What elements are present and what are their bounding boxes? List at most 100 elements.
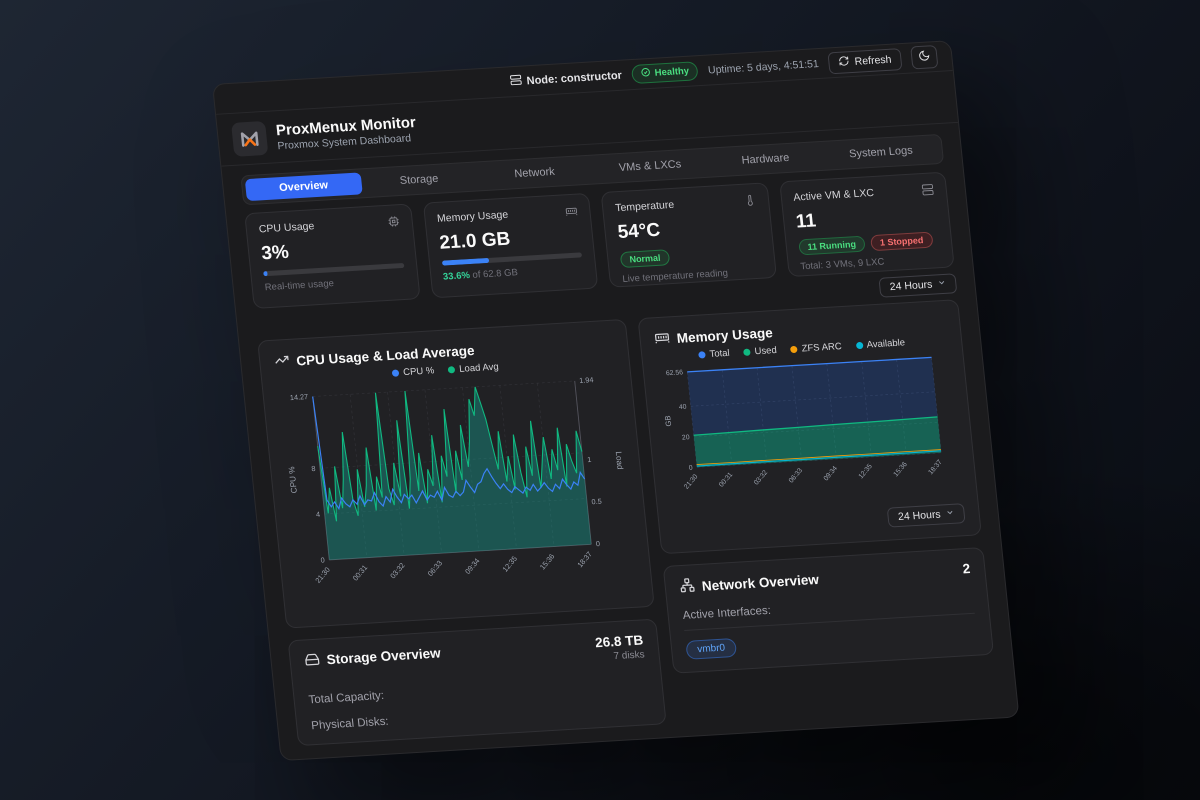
trending-up-icon: [273, 352, 290, 371]
svg-text:09:34: 09:34: [463, 556, 482, 576]
cpu-card-label: CPU Usage: [258, 220, 315, 236]
main-content: Overview Storage Network VMs & LXCs Hard…: [221, 123, 1017, 747]
svg-text:0: 0: [689, 465, 694, 472]
tab-hardware[interactable]: Hardware: [707, 145, 825, 174]
dashboard-window: Node: constructor Healthy Uptime: 5 days…: [212, 40, 1020, 762]
health-label: Healthy: [654, 65, 690, 79]
network-count-value: 2: [961, 561, 971, 577]
svg-text:00:31: 00:31: [718, 471, 734, 489]
vms-count-value: 11: [794, 210, 818, 233]
network-interfaces-label: Active Interfaces:: [682, 605, 772, 623]
server-icon: [509, 74, 522, 90]
memory-value: 21.0 GB: [438, 228, 512, 254]
svg-text:18:37: 18:37: [927, 459, 943, 477]
svg-text:Load: Load: [614, 451, 625, 470]
temperature-value: 54°C: [616, 219, 662, 244]
memory-chart-canvas: 0 20 40 62.56 21:30 00:31 03:32 06:33 09:34 12:35…: [663, 356, 944, 491]
vms-stopped-badge: 1 Stopped: [870, 231, 934, 252]
right-column: Memory Usage Total Used ZFS ARC Availabl…: [637, 299, 995, 674]
stat-cards-row: CPU Usage 3% Real-time usage Memory Usag…: [244, 171, 955, 309]
svg-text:18:37: 18:37: [575, 550, 594, 570]
cpu-sub-label: Real-time usage: [264, 278, 335, 294]
vms-card-label: Active VM & LXC: [792, 186, 875, 204]
svg-text:0: 0: [595, 539, 600, 548]
tab-network[interactable]: Network: [476, 159, 594, 188]
svg-text:4: 4: [316, 510, 321, 519]
app-header: ProxMenux Monitor Proxmox System Dashboa…: [216, 71, 959, 167]
svg-text:0.5: 0.5: [591, 497, 602, 507]
legend-dot: [698, 351, 706, 359]
cpu-usage-card: CPU Usage 3% Real-time usage: [244, 203, 421, 309]
time-range-select[interactable]: 24 Hours: [878, 273, 958, 298]
temperature-sub-label: Live temperature reading: [621, 267, 729, 285]
tab-system-logs[interactable]: System Logs: [822, 138, 940, 167]
vms-running-badge: 11 Running: [797, 235, 866, 256]
svg-text:06:33: 06:33: [426, 559, 445, 579]
legend-item-total[interactable]: Total: [698, 348, 730, 361]
legend-dot: [743, 348, 751, 356]
svg-text:0: 0: [320, 555, 325, 564]
network-overview-card: Network Overview 2 Active Interfaces: vm…: [662, 547, 995, 674]
svg-text:21:30: 21:30: [683, 473, 699, 491]
memory-chart-title: Memory Usage: [675, 324, 774, 346]
storage-overview-card: Storage Overview 26.8 TB 7 disks Total C…: [287, 618, 667, 746]
svg-text:GB: GB: [663, 415, 673, 427]
refresh-button[interactable]: Refresh: [827, 47, 903, 74]
temperature-status-badge: Normal: [619, 249, 671, 269]
storage-disks-value: 7 disks: [612, 649, 646, 663]
svg-text:62.56: 62.56: [666, 369, 684, 377]
legend-dot: [447, 366, 456, 374]
tab-overview[interactable]: Overview: [244, 172, 363, 202]
svg-text:12:35: 12:35: [500, 554, 519, 574]
tab-vms-lxcs[interactable]: VMs & LXCs: [591, 152, 709, 181]
storage-row-total-capacity: Total Capacity:: [308, 689, 385, 707]
svg-text:12:35: 12:35: [858, 463, 874, 481]
svg-text:21:30: 21:30: [313, 565, 332, 585]
memory-icon: [654, 329, 671, 348]
svg-text:20: 20: [682, 434, 690, 441]
memory-icon: [565, 205, 578, 221]
interface-badge: vmbr0: [685, 638, 738, 661]
legend-dot: [790, 345, 799, 354]
legend-dot: [391, 369, 400, 377]
uptime-label: Uptime: 5 days, 4:51:51: [707, 57, 820, 77]
svg-text:1.94: 1.94: [579, 375, 594, 385]
cpu-load-chart-canvas: 0 4 8 14.27 0 0.5 1 1.94 21:30 00:31 03:32 06:33 09:…: [287, 375, 625, 585]
storage-row-physical-disks: Physical Disks:: [310, 715, 390, 733]
moon-icon: [918, 49, 931, 65]
memory-sub-label: 33.6% of 62.8 GB: [442, 267, 519, 283]
theme-toggle-button[interactable]: [910, 44, 939, 70]
svg-text:1: 1: [587, 455, 592, 464]
temperature-card: Temperature 54°C Normal Live temperature…: [600, 182, 777, 288]
legend-dot: [855, 341, 864, 350]
server-stack-icon: [921, 183, 934, 199]
svg-text:15:36: 15:36: [893, 461, 909, 479]
memory-usage-card: Memory Usage 21.0 GB 33.6% of 62.8 GB: [422, 192, 599, 299]
app-titles: ProxMenux Monitor Proxmox System Dashboa…: [275, 114, 418, 152]
memory-card-label: Memory Usage: [436, 208, 509, 225]
svg-text:03:32: 03:32: [388, 561, 407, 581]
thermometer-icon: [743, 194, 756, 210]
status-bar: Node: constructor Healthy Uptime: 5 days…: [213, 41, 953, 115]
storage-total-value: 26.8 TB: [594, 632, 644, 651]
node-indicator: Node: constructor: [509, 68, 623, 90]
left-column: CPU Usage & Load Average CPU % Load Avg …: [257, 318, 667, 746]
svg-text:09:34: 09:34: [823, 465, 839, 483]
legend-item-zfs-arc[interactable]: ZFS ARC: [790, 341, 842, 355]
check-circle-icon: [640, 67, 651, 81]
storage-title: Storage Overview: [325, 645, 442, 668]
temperature-card-label: Temperature: [614, 198, 675, 215]
tab-storage[interactable]: Storage: [360, 166, 478, 195]
memory-time-range-select[interactable]: 24 Hours: [887, 503, 966, 528]
network-icon: [679, 578, 696, 597]
app-logo: [230, 120, 269, 157]
svg-text:CPU %: CPU %: [287, 466, 299, 493]
network-title: Network Overview: [701, 571, 820, 594]
legend-item-available[interactable]: Available: [855, 337, 906, 351]
legend-item-load[interactable]: Load Avg: [447, 362, 499, 376]
legend-item-cpu[interactable]: CPU %: [391, 365, 435, 378]
legend-item-used[interactable]: Used: [743, 345, 777, 358]
vms-sub-label: Total: 3 VMs, 9 LXC: [799, 256, 885, 273]
svg-text:15:36: 15:36: [538, 552, 557, 572]
